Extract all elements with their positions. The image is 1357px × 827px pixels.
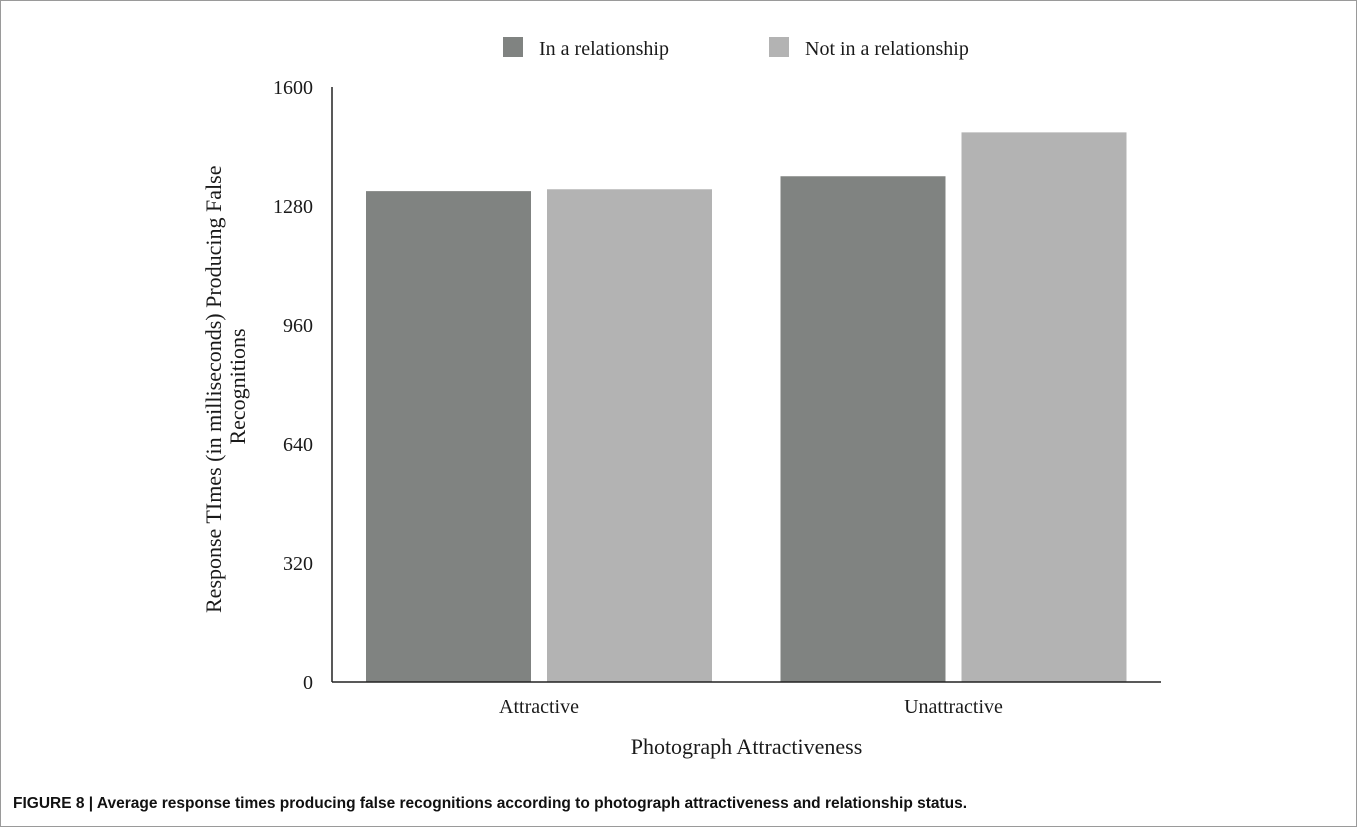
x-axis: Attractive Unattractive [332,681,1161,718]
y-tick-label: 0 [303,672,313,694]
bar-chart: In a relationship Not in a relationship 0… [201,37,1161,759]
legend-swatch-in-relationship [503,37,523,57]
y-tick-label: 320 [283,553,313,575]
bar-unattractive-in-relationship [780,176,946,682]
figure-caption: FIGURE 8 | Average response times produc… [13,795,968,812]
y-tick-label: 1280 [273,196,313,218]
legend-label: In a relationship [539,38,669,60]
y-tick-label: 640 [283,434,313,456]
x-axis-title: Photograph Attractiveness [631,734,863,759]
bars [366,132,1127,682]
legend-label: Not in a relationship [805,38,969,60]
y-tick-label: 960 [283,315,313,337]
bar-unattractive-not-in-relationship [961,132,1127,682]
x-category-label: Unattractive [904,696,1003,718]
y-axis: 0 320 640 960 1280 1600 [273,77,333,694]
y-tick-label: 1600 [273,77,313,99]
x-category-label: Attractive [499,696,579,718]
y-axis-title-line: Response TImes (in milliseconds) Produci… [201,166,226,614]
y-axis-title-line: Recognitions [225,328,250,444]
y-axis-title: Response TImes (in milliseconds) Produci… [201,160,250,613]
legend-swatch-not-in-relationship [769,37,789,57]
legend: In a relationship Not in a relationship [503,37,969,60]
bar-attractive-not-in-relationship [547,189,712,682]
bar-attractive-in-relationship [366,191,531,682]
